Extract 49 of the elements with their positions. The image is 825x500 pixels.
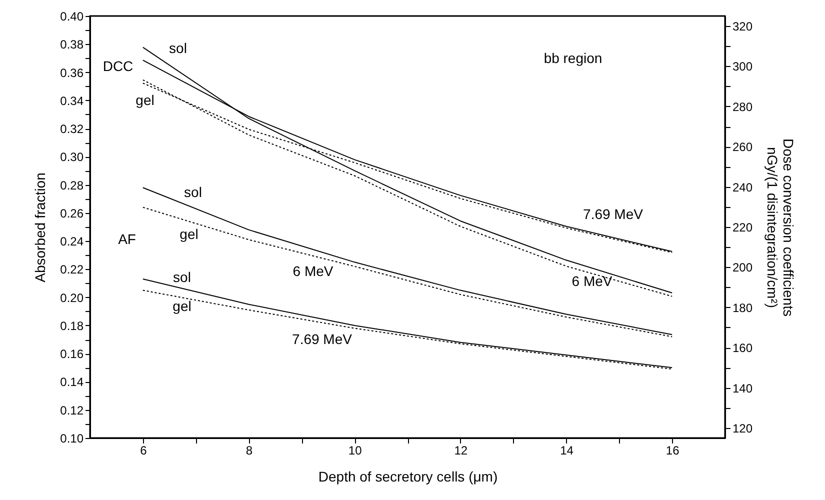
y-tick-label: 0.38 (60, 38, 84, 52)
annotation: gel (172, 298, 192, 314)
y2-tick-label: 220 (732, 220, 753, 234)
x-tick-label: 14 (560, 444, 574, 458)
y2-tick-label: 260 (732, 140, 753, 154)
y-tick-label: 0.24 (60, 234, 84, 249)
y-tick-label: 0.12 (60, 403, 84, 418)
annotation: sol (184, 184, 202, 200)
annotation: sol (173, 269, 191, 285)
annotation: gel (136, 92, 154, 108)
y-tick-label: 0.34 (60, 94, 84, 108)
x-axis-title: Depth of secretory cells (μm) (318, 468, 498, 484)
y2-axis-title: Dose conversion coefficients nGy/(1 disintegration/cm²) (764, 138, 797, 316)
annotation: sol (169, 40, 187, 56)
y2-tick-label: 160 (732, 341, 753, 356)
x-tick-label: 16 (666, 444, 680, 458)
y2-tick-label: 240 (732, 180, 753, 194)
annotation: AF (118, 231, 136, 247)
y-tick-label: 0.20 (60, 290, 84, 305)
annotation: 7.69 MeV (583, 206, 644, 222)
x-tick-label: 8 (246, 444, 253, 458)
y-tick-label: 0.30 (60, 150, 84, 164)
annotation: 6 MeV (292, 263, 334, 279)
y-tick-label: 0.10 (60, 432, 84, 446)
y-tick-label: 0.14 (60, 375, 84, 390)
y2-tick-label: 180 (732, 300, 753, 315)
y-axis-title: Absorbed fraction (32, 172, 48, 282)
annotation: 7.69 MeV (292, 331, 353, 347)
annotation: bb region (544, 50, 602, 66)
annotation: gel (180, 226, 198, 242)
annotation: 6 MeV (572, 273, 613, 289)
y2-tick-label: 280 (732, 100, 753, 114)
y-tick-label: 0.18 (60, 318, 84, 333)
x-tick-label: 6 (140, 444, 148, 458)
y-tick-label: 0.22 (60, 262, 84, 277)
y-tick-label: 0.28 (60, 178, 84, 192)
y-tick-label: 0.40 (60, 10, 84, 24)
y-tick-label: 0.16 (60, 347, 84, 362)
y2-tick-label: 120 (732, 421, 753, 436)
y-tick-label: 0.36 (60, 66, 84, 80)
annotation: DCC (102, 58, 134, 74)
y2-tick-label: 140 (732, 381, 753, 396)
x-tick-label: 12 (454, 444, 468, 458)
y-tick-label: 0.26 (60, 206, 84, 220)
y2-tick-label: 320 (732, 20, 753, 34)
y-tick-label: 0.32 (60, 122, 84, 136)
y2-tick-label: 200 (732, 260, 753, 275)
y2-tick-label: 300 (732, 60, 753, 74)
x-tick-label: 10 (348, 444, 362, 458)
